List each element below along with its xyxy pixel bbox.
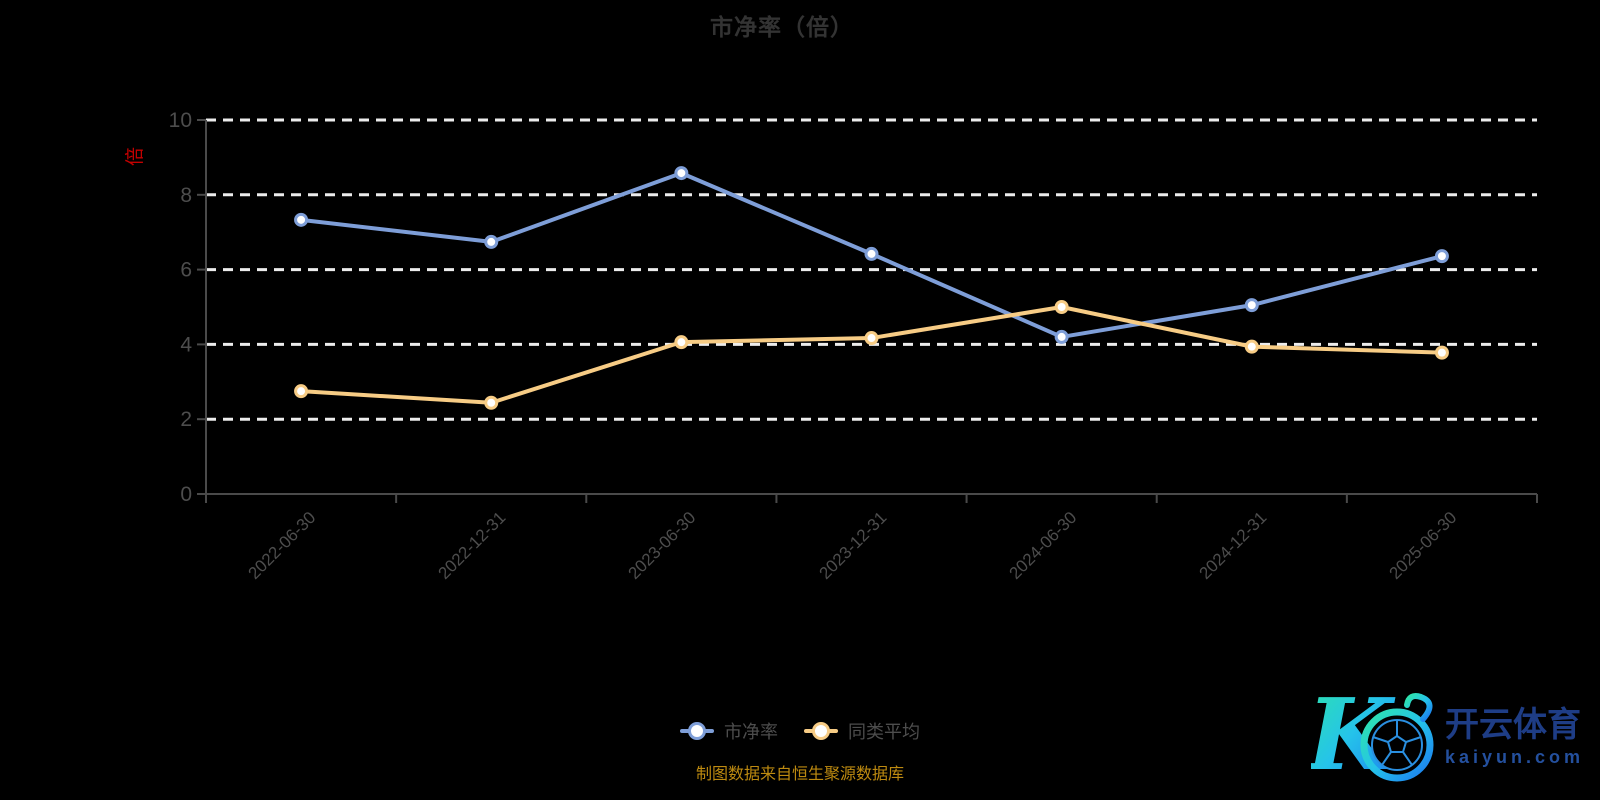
legend-label: 同类平均 <box>848 722 920 742</box>
data-point-marker[interactable] <box>1054 300 1069 314</box>
data-point-marker[interactable] <box>294 212 309 227</box>
y-axis-tick-label: 2 <box>180 408 192 431</box>
data-point-marker[interactable] <box>674 335 689 350</box>
kaiyun-logo[interactable]: K 开云体育 kaiyun.com <box>1304 678 1584 793</box>
legend-line-marker-icon <box>804 722 838 740</box>
legend-item-pb[interactable]: 市净率 <box>680 718 778 744</box>
logo-domain-text: kaiyun.com <box>1444 746 1584 767</box>
data-point-marker[interactable] <box>1244 339 1259 354</box>
legend-label: 市净率 <box>724 722 778 742</box>
legend-circle-icon <box>688 722 706 740</box>
soccer-ball-icon <box>1370 719 1423 771</box>
legend-line-marker-icon <box>680 722 714 740</box>
data-source-caption: 制图数据来自恒生聚源数据库 <box>695 766 904 783</box>
logo-swirl-icon <box>1403 693 1433 722</box>
logo-ring-icon <box>1360 708 1434 782</box>
kaiyun-logo-svg: K <box>1304 678 1434 793</box>
data-point-marker[interactable] <box>294 384 309 399</box>
y-axis-tick-label: 8 <box>180 184 192 207</box>
data-point-marker[interactable] <box>484 395 499 410</box>
legend-circle-icon <box>812 722 830 740</box>
data-point-marker[interactable] <box>864 246 879 261</box>
data-point-marker[interactable] <box>1434 345 1449 360</box>
kaiyun-logo-mark-icon: K <box>1304 678 1439 793</box>
y-axis-tick-label: 0 <box>180 483 192 506</box>
chart-legend: 市净率 同类平均 <box>0 718 1600 744</box>
y-axis-tick-label: 6 <box>180 259 192 282</box>
data-point-marker[interactable] <box>1054 329 1069 344</box>
data-point-marker[interactable] <box>864 331 879 346</box>
chart-title: 市净率（倍） <box>710 14 854 40</box>
data-point-marker[interactable] <box>1244 298 1259 313</box>
data-point-marker[interactable] <box>674 166 689 181</box>
data-point-marker[interactable] <box>484 234 499 249</box>
series-line-avg <box>299 305 1444 405</box>
data-point-marker[interactable] <box>1434 249 1449 264</box>
kaiyun-logo-text: 开云体育 kaiyun.com <box>1445 707 1584 767</box>
y-axis-tick-label: 10 <box>169 109 192 132</box>
legend-item-avg[interactable]: 同类平均 <box>804 718 920 744</box>
logo-brand-text: 开云体育 <box>1444 706 1581 745</box>
y-axis-tick-label: 4 <box>180 333 192 356</box>
